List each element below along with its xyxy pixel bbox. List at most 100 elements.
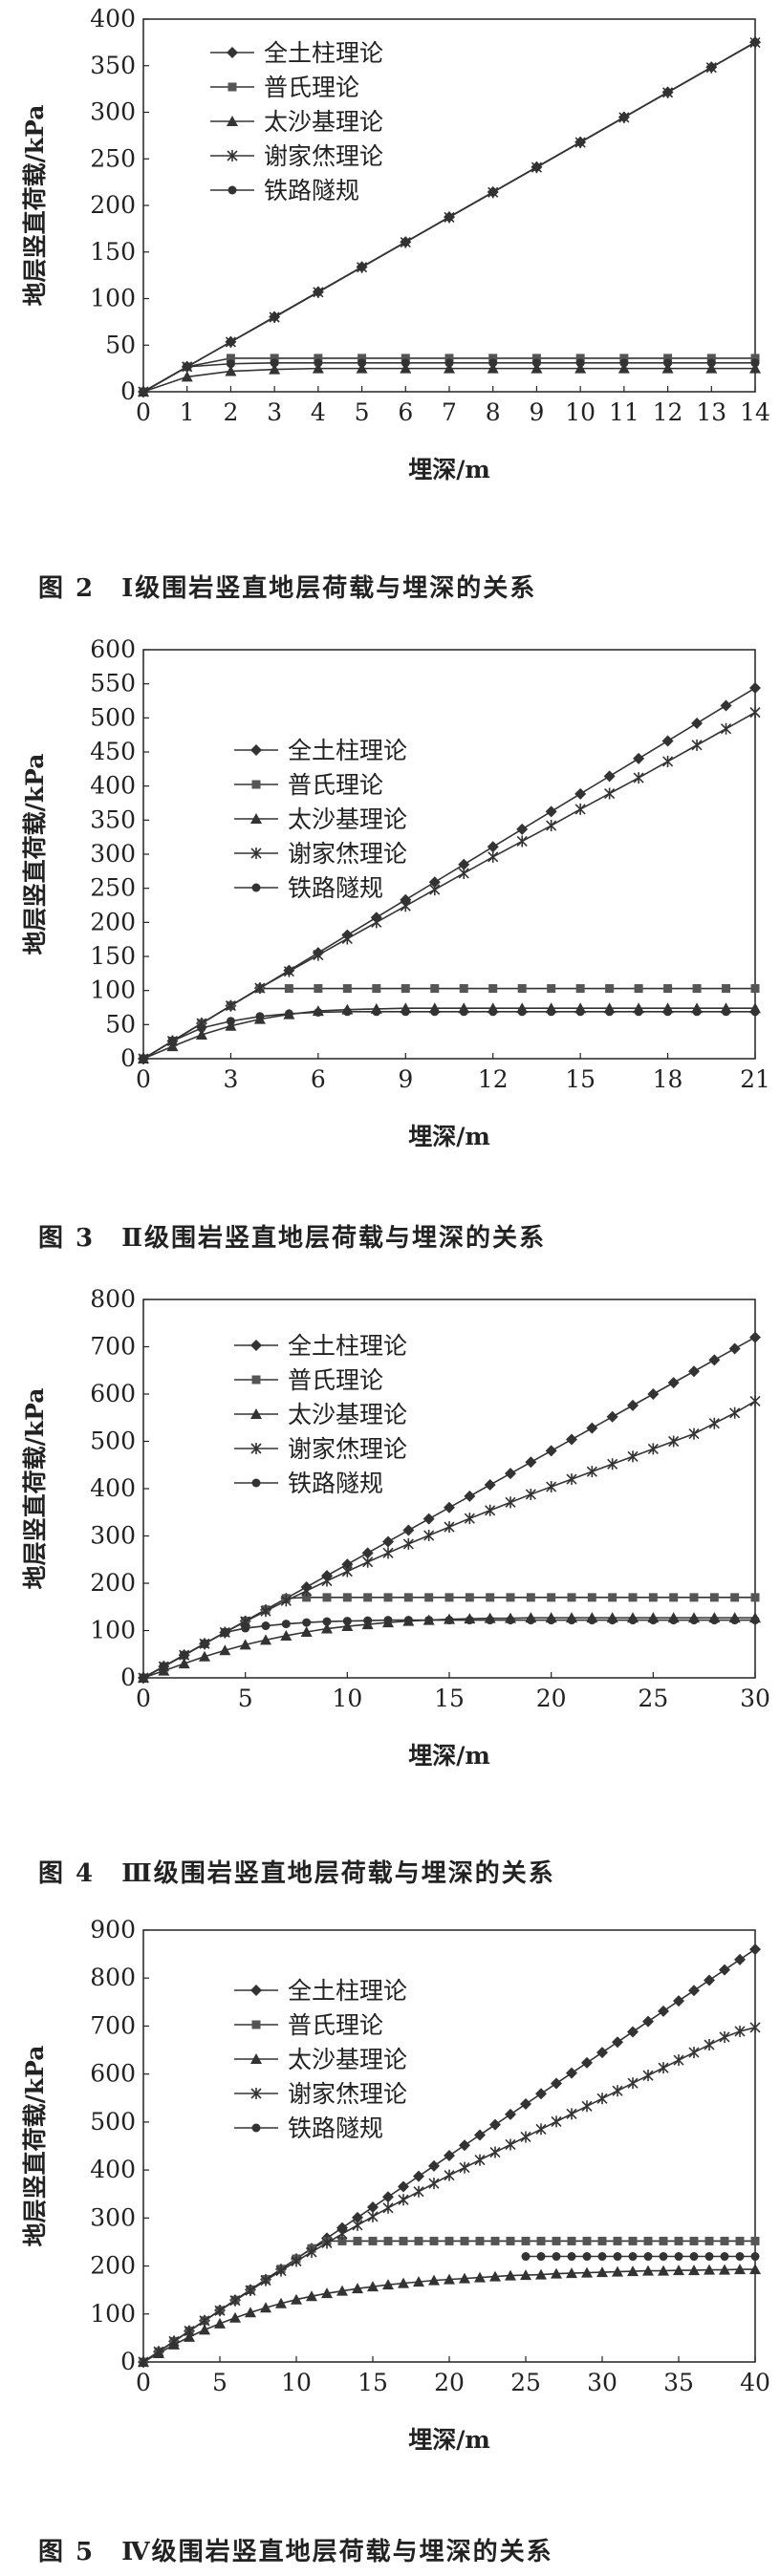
legend-label: 太沙基理论: [288, 805, 407, 833]
data-point: [750, 1593, 760, 1602]
data-point: [245, 2285, 256, 2297]
data-point: [180, 1650, 189, 1660]
data-point: [709, 1593, 719, 1602]
data-point: [239, 1639, 251, 1650]
legend-label: 谢家烋理论: [288, 2080, 407, 2108]
data-point: [444, 211, 455, 224]
series-line: [142, 711, 756, 1060]
data-point: [531, 161, 542, 174]
legend-marker: [250, 848, 262, 859]
data-point: [720, 699, 732, 712]
data-point: [663, 1007, 673, 1017]
data-point: [382, 2279, 394, 2290]
data-point: [474, 2271, 486, 2283]
data-point: [371, 916, 382, 929]
data-point: [692, 984, 702, 994]
data-point: [722, 984, 731, 994]
data-point: [689, 1593, 699, 1602]
y-tick-label: 400: [90, 772, 136, 800]
x-tick-label: 3: [267, 398, 282, 426]
data-point: [283, 965, 294, 977]
data-point: [336, 2227, 348, 2240]
legend-label: 普氏理论: [288, 1366, 383, 1394]
series-line: [142, 1010, 755, 1060]
data-point: [291, 2293, 302, 2305]
x-tick-label: 11: [609, 398, 639, 426]
data-point: [413, 2276, 424, 2287]
data-point: [587, 1593, 596, 1602]
data-point: [605, 1007, 615, 1017]
data-point: [525, 1456, 537, 1469]
data-point: [260, 2302, 271, 2313]
data-point: [401, 1007, 410, 1017]
x-tick-label: 14: [740, 398, 770, 426]
y-tick-label: 300: [90, 2203, 136, 2231]
data-point: [720, 2236, 729, 2245]
data-point: [706, 358, 716, 368]
data-point: [414, 2236, 423, 2245]
data-point: [168, 2335, 180, 2348]
data-point: [662, 86, 674, 98]
y-tick-label: 0: [120, 2348, 136, 2375]
y-tick-label: 800: [90, 1964, 136, 1991]
x-tick-label: 1: [180, 398, 195, 426]
data-point: [474, 2154, 486, 2166]
data-point: [574, 787, 587, 800]
figure-5-caption: 图 5 Ⅳ级围岩竖直地层荷载与埋深的关系: [38, 2538, 553, 2566]
figure-2-caption: 图 2 Ⅰ级围岩竖直地层荷载与埋深的关系: [38, 574, 537, 603]
y-tick-label: 350: [90, 805, 136, 833]
data-point: [444, 2169, 455, 2181]
data-point: [612, 2085, 623, 2097]
data-point: [659, 2236, 668, 2245]
y-tick-label: 0: [120, 377, 136, 405]
data-point: [357, 261, 368, 273]
data-point: [750, 354, 760, 363]
data-point: [403, 1593, 413, 1602]
y-tick-label: 600: [90, 2060, 136, 2088]
data-point: [708, 1354, 721, 1366]
data-point: [749, 2021, 761, 2033]
legend-label: 铁路隧规: [264, 177, 359, 204]
legend-label: 铁路隧规: [288, 874, 383, 902]
data-point: [490, 2236, 500, 2245]
legend-marker: [250, 744, 262, 756]
data-point: [691, 717, 704, 729]
x-tick-label: 6: [398, 398, 413, 426]
data-point: [706, 354, 716, 363]
data-point: [464, 1490, 476, 1502]
series-line: [142, 2027, 756, 2363]
data-point: [661, 362, 674, 374]
data-point: [219, 1644, 231, 1656]
data-point: [444, 2150, 455, 2162]
data-point: [225, 999, 236, 1012]
data-point: [342, 1007, 352, 1017]
data-point: [720, 722, 732, 735]
data-point: [459, 984, 468, 994]
data-point: [627, 2077, 639, 2090]
data-point: [619, 354, 629, 363]
data-point: [488, 186, 499, 199]
data-point: [488, 984, 498, 994]
data-point: [465, 1593, 474, 1602]
data-point: [444, 1521, 455, 1534]
data-point: [662, 755, 674, 767]
data-point: [663, 984, 673, 994]
data-point: [709, 1616, 719, 1625]
data-point: [722, 1007, 731, 1017]
data-point: [368, 2236, 378, 2245]
data-point: [459, 1007, 468, 1017]
data-point: [337, 2236, 347, 2245]
x-tick-label: 25: [510, 2369, 541, 2396]
data-point: [229, 2294, 241, 2307]
data-point: [749, 362, 761, 374]
data-point: [704, 1974, 715, 1986]
data-point: [749, 1943, 761, 1956]
data-point: [566, 1433, 577, 1446]
y-axis-label: 地层竖直荷载/kPa: [21, 2046, 49, 2247]
data-point: [648, 1616, 658, 1625]
y-tick-label: 450: [90, 738, 136, 765]
y-tick-label: 250: [90, 874, 136, 902]
data-point: [633, 772, 644, 784]
data-point: [669, 1616, 679, 1625]
data-point: [486, 1616, 495, 1625]
